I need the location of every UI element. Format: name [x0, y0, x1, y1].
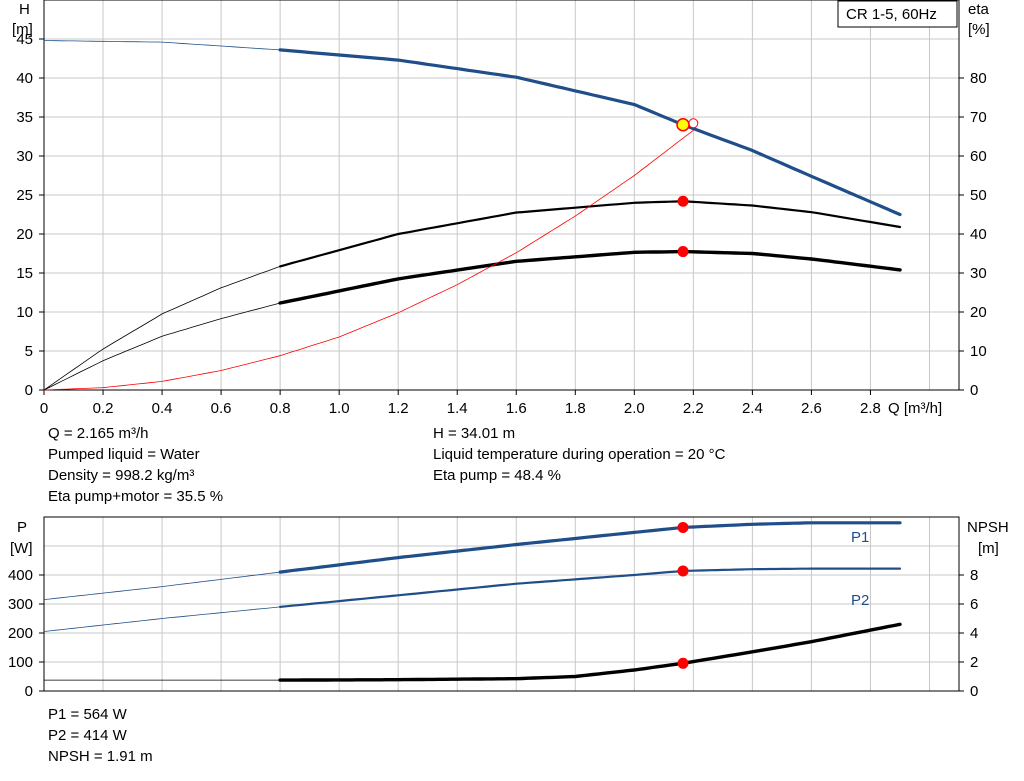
top-eta_pump-curve	[279, 200, 902, 268]
bottom-chart-curves	[43, 521, 902, 682]
info-p2: P2 = 414 W	[48, 727, 127, 744]
info-npsh: NPSH = 1.91 m	[48, 748, 153, 765]
top-chart-markers	[676, 117, 699, 258]
top-y-right-tick-label: 20	[970, 304, 987, 321]
bottom-P2-extension-curve	[43, 606, 281, 632]
top-x-tick-label: 1.6	[506, 400, 527, 417]
duty-point-npsh-marker	[677, 657, 689, 669]
bottom-y-left-tick-label: 300	[8, 596, 33, 613]
top-info-right: H = 34.01 m Liquid temperature during op…	[433, 423, 725, 486]
info-eta-pump: Eta pump = 48.4 %	[433, 467, 561, 484]
info-flow: Q = 2.165 m³/h	[48, 425, 149, 442]
top-x-tick-label: 2.6	[801, 400, 822, 417]
top-x-tick-label: 0.4	[152, 400, 173, 417]
bottom-ylabel-right-symbol: NPSH	[967, 519, 1009, 536]
bottom-y-right-tick-label: 8	[970, 567, 978, 584]
info-density: Density = 998.2 kg/m³	[48, 467, 195, 484]
bottom-P2-curve	[279, 567, 902, 608]
top-x-tick-label: 1.8	[565, 400, 586, 417]
system-curve-end-marker	[688, 118, 699, 129]
top-x-tick-label: 0	[40, 400, 48, 417]
duty-point-p1-marker	[677, 521, 689, 533]
top-chart-curves	[43, 40, 902, 391]
top-y-left-tick-label: 25	[16, 187, 33, 204]
top-y-left-tick-label: 10	[16, 304, 33, 321]
top-x-tick-label: 2.2	[683, 400, 704, 417]
bottom-ylabel-right-unit: [m]	[978, 540, 999, 557]
top-y-left-tick-label: 45	[16, 31, 33, 48]
top-y-right-tick-label: 80	[970, 70, 987, 87]
top-y-right-tick-label: 0	[970, 382, 978, 399]
chart-title: CR 1-5, 60Hz	[846, 6, 937, 23]
bottom-y-right-tick-label: 4	[970, 625, 978, 642]
bottom-y-left-tick-label: 200	[8, 625, 33, 642]
bottom-y-right-tick-label: 6	[970, 596, 978, 613]
top-y-left-tick-label: 15	[16, 265, 33, 282]
top-ylabel-left-symbol: H	[19, 1, 30, 18]
info-eta-pump-motor: Eta pump+motor = 35.5 %	[48, 488, 224, 505]
top-y-left-tick-label: 30	[16, 148, 33, 165]
top-info-left: Q = 2.165 m³/h Pumped liquid = Water Den…	[48, 423, 223, 507]
chart-title-box	[837, 0, 958, 28]
top-y-right-tick-label: 60	[970, 148, 987, 165]
top-x-tick-label: 1.4	[447, 400, 468, 417]
top-eta_pump-extension-curve	[43, 266, 281, 391]
top-x-tick-label: 0.8	[270, 400, 291, 417]
top-x-tick-label: 0.2	[93, 400, 114, 417]
top-y-right-tick-label: 70	[970, 109, 987, 126]
bottom-P1-curve	[278, 521, 902, 574]
top-y-left-tick-label: 40	[16, 70, 33, 87]
info-head: H = 34.01 m	[433, 425, 516, 442]
bottom-P1-extension-curve	[43, 571, 281, 600]
bottom-ylabel-left-symbol: P	[17, 519, 27, 536]
top-xlabel: Q [m³/h]	[888, 400, 942, 417]
info-p1: P1 = 564 W	[48, 706, 127, 723]
duty-point-head-marker	[676, 117, 690, 132]
top-chart-ticks: 0 0.2 0.4 0.6 0.8 1.0 1.2 1.4 1.6 1.8 2.0 2.2 2.4 2.6…	[16, 31, 986, 417]
top-x-tick-label: 2.8	[860, 400, 881, 417]
top-y-left-tick-label: 35	[16, 109, 33, 126]
info-liquid-temperature: Liquid temperature during operation = 20…	[433, 446, 726, 463]
bottom-NPSH-curve	[278, 622, 902, 682]
series-label-p1: P1	[851, 529, 869, 546]
top-y-left-tick-label: 0	[25, 382, 33, 399]
top-H-curve	[278, 48, 902, 217]
top-y-right-tick-label: 10	[970, 343, 987, 360]
bottom-info: P1 = 564 W P2 = 414 W NPSH = 1.91 m	[48, 704, 153, 767]
bottom-y-left-tick-label: 100	[8, 654, 33, 671]
top-ylabel-right-unit: [%]	[968, 21, 990, 38]
top-y-right-tick-label: 50	[970, 187, 987, 204]
top-H-extension-curve	[44, 40, 281, 51]
duty-point-eta-pump-motor-marker	[677, 246, 689, 258]
bottom-y-right-tick-label: 0	[970, 683, 978, 700]
top-x-tick-label: 1.2	[388, 400, 409, 417]
duty-point-eta-pump-marker	[677, 195, 689, 207]
top-y-left-tick-label: 20	[16, 226, 33, 243]
series-label-p2: P2	[851, 592, 869, 609]
top-x-tick-label: 0.6	[211, 400, 232, 417]
duty-point-p2-marker	[677, 565, 689, 577]
top-eta_pump_motor-curve	[278, 249, 902, 305]
top-chart-grid	[44, 0, 959, 390]
top-x-tick-label: 1.0	[329, 400, 350, 417]
top-x-tick-label: 2.0	[624, 400, 645, 417]
bottom-ylabel-left-unit: [W]	[10, 540, 33, 557]
bottom-chart-grid	[44, 517, 959, 691]
top-system_curve-curve	[43, 129, 694, 391]
bottom-chart-markers	[677, 521, 689, 669]
top-y-left-tick-label: 5	[25, 343, 33, 360]
top-ylabel-right-symbol: eta	[968, 1, 990, 18]
bottom-y-left-tick-label: 0	[25, 683, 33, 700]
top-eta_pump_motor-extension-curve	[43, 302, 281, 391]
bottom-y-right-tick-label: 2	[970, 654, 978, 671]
bottom-y-left-tick-label: 400	[8, 567, 33, 584]
top-y-right-tick-label: 30	[970, 265, 987, 282]
bottom-chart-ticks: 0 100 200 300 400 0 2 4 6 8	[8, 567, 978, 700]
top-ylabel-left-unit: [m]	[12, 21, 33, 38]
info-pumped-liquid: Pumped liquid = Water	[48, 446, 200, 463]
top-y-right-tick-label: 40	[970, 226, 987, 243]
top-x-tick-label: 2.4	[742, 400, 763, 417]
